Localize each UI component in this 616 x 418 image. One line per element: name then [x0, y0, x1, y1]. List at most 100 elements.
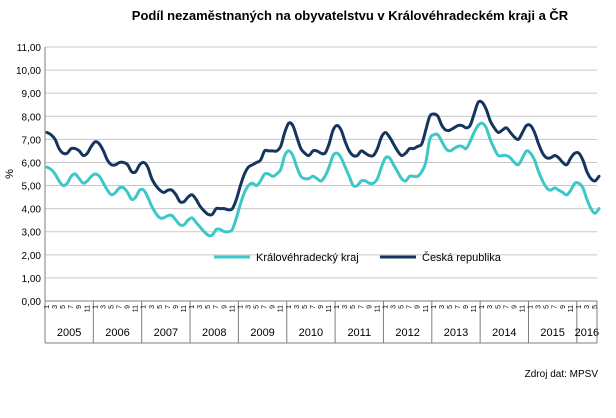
year-label: 2015	[540, 327, 564, 339]
month-tick-label: 11	[181, 305, 188, 312]
year-label: 2014	[492, 327, 516, 339]
month-tick-label: 3	[52, 305, 59, 309]
year-label: 2010	[299, 327, 323, 339]
month-tick-label: 11	[423, 305, 430, 312]
month-tick-label: 7	[552, 305, 559, 309]
month-tick-label: 11	[278, 305, 285, 312]
y-tick-label: 5,00	[22, 182, 42, 193]
series-line-cr	[45, 99, 601, 217]
y-tick-label: 3,00	[22, 228, 42, 239]
series-line-kraj	[45, 121, 601, 238]
month-tick-label: 1	[576, 305, 583, 309]
year-label: 2009	[250, 327, 274, 339]
month-tick-label: 3	[536, 305, 543, 309]
year-label: 2016	[575, 327, 599, 339]
month-tick-label: 3	[100, 305, 107, 309]
y-tick-label: 1,00	[22, 274, 42, 285]
y-tick-label: 11,00	[17, 43, 42, 54]
year-label: 2012	[395, 327, 419, 339]
month-tick-label: 5	[592, 305, 599, 309]
year-label: 2007	[154, 327, 178, 339]
month-tick-label: 1	[479, 305, 486, 309]
month-tick-label: 11	[133, 305, 140, 312]
month-tick-label: 7	[503, 305, 510, 309]
year-label: 2011	[347, 327, 371, 339]
month-tick-label: 9	[560, 305, 567, 309]
legend-label-cr: Česká republika	[422, 251, 502, 264]
y-tick-label: 7,00	[22, 135, 42, 146]
gridlines	[45, 46, 597, 279]
month-tick-label: 11	[471, 305, 478, 312]
month-tick-label: 7	[68, 305, 75, 309]
legend: Královéhradecký kraj Česká republika	[214, 251, 502, 264]
month-tick-label: 1	[286, 305, 293, 309]
y-tick-label: 2,00	[22, 251, 42, 262]
month-tick-label: 1	[141, 305, 148, 309]
month-tick-label: 5	[205, 305, 212, 309]
month-tick-label: 3	[584, 305, 591, 309]
month-tick-label: 11	[326, 305, 333, 312]
y-tick-label: 0,00	[22, 297, 42, 308]
month-tick-label: 5	[302, 305, 309, 309]
month-tick-label: 3	[391, 305, 398, 309]
month-tick-label: 11	[229, 305, 236, 312]
month-tick-label: 7	[407, 305, 414, 309]
month-tick-label: 5	[350, 305, 357, 309]
month-tick-label: 5	[60, 305, 67, 309]
month-tick-label: 1	[92, 305, 99, 309]
month-tick-label: 1	[334, 305, 341, 309]
month-tick-label: 9	[318, 305, 325, 309]
month-tick-label: 9	[511, 305, 518, 309]
month-tick-label: 11	[374, 305, 381, 312]
month-tick-label: 1	[189, 305, 196, 309]
month-tick-label: 7	[310, 305, 317, 309]
month-tick-label: 3	[439, 305, 446, 309]
month-tick-label: 1	[382, 305, 389, 309]
month-tick-label: 3	[149, 305, 156, 309]
month-tick-label: 1	[528, 305, 535, 309]
month-tick-label: 5	[399, 305, 406, 309]
year-label: 2013	[444, 327, 468, 339]
y-tick-label: 9,00	[22, 89, 42, 100]
month-tick-label: 3	[245, 305, 252, 309]
month-tick-label: 3	[342, 305, 349, 309]
month-tick-label: 9	[366, 305, 373, 309]
y-tick-label: 4,00	[22, 205, 42, 216]
month-tick-label: 11	[568, 305, 575, 312]
year-label: 2006	[105, 327, 129, 339]
year-label: 2005	[57, 327, 81, 339]
month-tick-label: 5	[157, 305, 164, 309]
chart-title: Podíl nezaměstnaných na obyvatelstvu v K…	[132, 8, 569, 23]
month-tick-label: 9	[221, 305, 228, 309]
month-tick-label: 11	[519, 305, 526, 312]
month-tick-label: 1	[431, 305, 438, 309]
month-tick-label: 9	[415, 305, 422, 309]
y-tick-label: 6,00	[22, 158, 42, 169]
year-label: 2008	[202, 327, 226, 339]
month-tick-label: 7	[455, 305, 462, 309]
month-tick-label: 11	[84, 305, 91, 312]
month-tick-label: 7	[262, 305, 269, 309]
series-lines	[45, 99, 601, 238]
month-tick-label: 9	[76, 305, 83, 309]
month-tick-label: 7	[117, 305, 124, 309]
month-tick-label: 1	[44, 305, 51, 309]
month-tick-label: 5	[254, 305, 261, 309]
month-tick-label: 3	[487, 305, 494, 309]
month-tick-label: 7	[358, 305, 365, 309]
y-axis-label: %	[4, 169, 16, 179]
y-tick-label: 10,00	[16, 66, 41, 77]
month-tick-label: 3	[197, 305, 204, 309]
month-tick-label: 7	[165, 305, 172, 309]
month-tick-label: 1	[237, 305, 244, 309]
month-tick-label: 9	[125, 305, 132, 309]
month-tick-label: 5	[495, 305, 502, 309]
source-note: Zdroj dat: MPSV	[525, 369, 599, 380]
month-tick-label: 5	[108, 305, 115, 309]
month-tick-label: 3	[294, 305, 301, 309]
y-tick-label: 8,00	[22, 112, 42, 123]
month-tick-label: 9	[463, 305, 470, 309]
y-axis-ticks: 0,00 1,00 2,00 3,00 4,00 5,00 6,00 7,00 8,00 9,00…	[16, 43, 46, 308]
